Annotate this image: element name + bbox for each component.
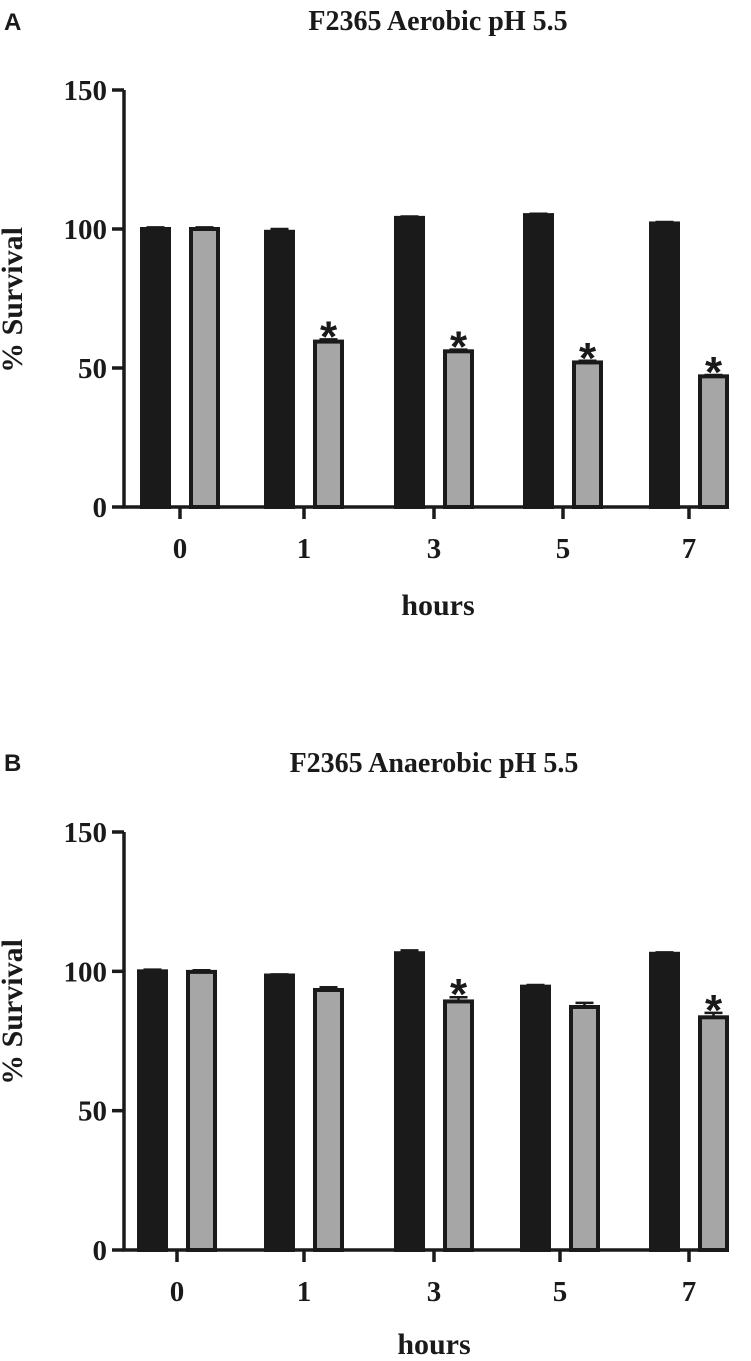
panel-b-significance-star: * bbox=[705, 986, 723, 1035]
panel-b-title: F2365 Anaerobic pH 5.5 bbox=[290, 748, 579, 779]
panel-b-y-tick-label: 0 bbox=[93, 1235, 108, 1267]
panel-b-x-axis-label: hours bbox=[397, 1328, 470, 1361]
panel-b-bar-series1-0 bbox=[186, 969, 217, 1253]
panel-a-significance-star: * bbox=[579, 334, 597, 383]
panel-b-bar-series1-7 bbox=[698, 1015, 729, 1253]
panel-b-y-axis-label: % Survival bbox=[0, 939, 29, 1085]
panel-a-x-axis-label: hours bbox=[401, 589, 474, 622]
panel-b-bar-series1-1 bbox=[313, 988, 344, 1253]
panel-a-y-tick-label: 100 bbox=[64, 214, 108, 246]
panel-a-significance-star: * bbox=[705, 348, 723, 397]
panel-a-bar-series1-1 bbox=[313, 339, 344, 509]
panel-b: B F2365 Anaerobic pH 5.5 % Survival hour… bbox=[0, 748, 729, 1361]
panel-b-letter: B bbox=[4, 750, 21, 777]
panel-b-bar-series1-3 bbox=[443, 999, 474, 1252]
panel-a-bar-series1-5 bbox=[572, 360, 603, 509]
panel-b-significance-star: * bbox=[450, 970, 468, 1019]
panel-b-x-tick-label: 1 bbox=[297, 1276, 312, 1308]
panel-b-x-tick-label: 5 bbox=[553, 1276, 568, 1308]
panel-a-x-tick-label: 0 bbox=[173, 533, 188, 565]
panel-b-y-tick-label: 150 bbox=[64, 817, 108, 849]
panel-a-bar-series1-7 bbox=[698, 374, 729, 509]
panel-a-x-tick-label: 7 bbox=[682, 533, 697, 565]
panel-a-bar-series1-0 bbox=[189, 227, 220, 509]
panel-b-bar-series0-7 bbox=[649, 951, 680, 1252]
panel-a-y-tick-label: 0 bbox=[93, 492, 108, 524]
panel-a-significance-star: * bbox=[320, 312, 338, 361]
panel-b-bar-series0-3 bbox=[394, 951, 425, 1252]
panel-b-y-tick-label: 100 bbox=[64, 956, 108, 988]
panel-b-bar-series0-1 bbox=[264, 973, 295, 1252]
panel-a-y-tick-label: 50 bbox=[78, 353, 107, 385]
panel-a: A F2365 Aerobic pH 5.5 % Survival hours … bbox=[0, 6, 729, 622]
panel-b-y-tick-label: 50 bbox=[78, 1096, 107, 1128]
panel-a-x-tick-label: 1 bbox=[297, 533, 312, 565]
panel-a-letter: A bbox=[4, 9, 21, 36]
panel-a-bar-series1-3 bbox=[443, 349, 474, 509]
panel-a-bar-series0-1 bbox=[264, 229, 295, 509]
panel-b-bar-series0-0 bbox=[137, 969, 168, 1252]
panel-b-bar-series0-5 bbox=[520, 984, 551, 1252]
panel-a-x-tick-label: 3 bbox=[427, 533, 442, 565]
panel-a-y-tick-label: 150 bbox=[64, 75, 108, 107]
panel-a-bar-series0-0 bbox=[140, 227, 171, 509]
panel-b-x-tick-label: 7 bbox=[682, 1276, 697, 1308]
panel-a-bar-series0-3 bbox=[394, 215, 425, 509]
panel-a-significance-star: * bbox=[450, 323, 468, 372]
panel-b-bar-series1-5 bbox=[569, 1005, 600, 1253]
panel-a-y-axis-label: % Survival bbox=[0, 227, 29, 373]
panel-a-bar-series0-7 bbox=[649, 221, 680, 509]
panel-b-x-tick-label: 0 bbox=[170, 1276, 185, 1308]
panel-a-bar-series0-5 bbox=[523, 213, 554, 509]
panel-a-x-tick-label: 5 bbox=[556, 533, 571, 565]
panel-a-title: F2365 Aerobic pH 5.5 bbox=[308, 6, 567, 37]
panel-b-x-tick-label: 3 bbox=[427, 1276, 442, 1308]
